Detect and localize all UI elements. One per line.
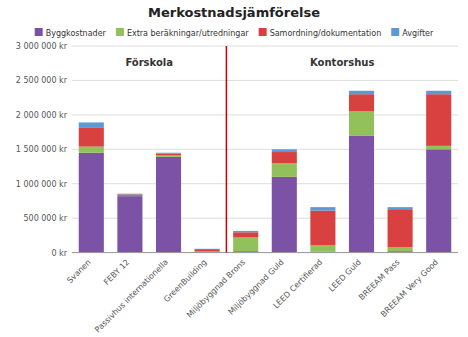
- bar-segment: [426, 94, 451, 146]
- grid-line: [72, 183, 458, 184]
- x-tick-label: FEBY 12: [102, 258, 131, 287]
- bar-segment: [117, 196, 142, 252]
- grid-line: [72, 80, 458, 81]
- divider-line: [226, 46, 228, 253]
- x-tick-label: Passivhus internationella: [93, 258, 170, 335]
- legend-item: Byggkostnader: [35, 28, 107, 38]
- x-tick-label: LEED Guld: [327, 258, 363, 294]
- x-tick-label: Svanen: [65, 258, 92, 285]
- bar-segment: [310, 245, 335, 252]
- bar-segment: [349, 94, 374, 111]
- legend-swatch: [259, 28, 267, 36]
- bar-segment: [349, 136, 374, 253]
- bar-segment: [388, 247, 413, 251]
- legend-swatch: [35, 28, 43, 36]
- legend-label: Byggkostnader: [46, 29, 107, 38]
- y-tick-label: 2 000 000 kr: [16, 111, 68, 120]
- x-axis: SvanenFEBY 12Passivhus internationellaGr…: [65, 258, 440, 335]
- bar-segment: [310, 207, 335, 210]
- title: Merkostnadsjämförelse: [148, 5, 320, 20]
- bar-segment: [272, 177, 297, 253]
- bar-segment: [195, 249, 220, 251]
- bar-segment: [233, 232, 258, 237]
- bar-segment: [388, 209, 413, 247]
- bar-segment: [117, 193, 142, 195]
- grid-line: [72, 114, 458, 115]
- bar-segment: [349, 111, 374, 135]
- bar-segment: [349, 91, 374, 94]
- legend-swatch: [391, 28, 399, 36]
- bar-segment: [426, 146, 451, 149]
- x-axis-line: [72, 252, 458, 253]
- y-tick-label: 3 000 000 kr: [16, 42, 68, 51]
- group-label: Förskola: [125, 57, 173, 68]
- y-tick-label: 500 000 kr: [23, 214, 67, 223]
- bar-segment: [310, 211, 335, 245]
- bar-segment: [156, 153, 181, 155]
- grid-line: [72, 46, 458, 47]
- bar-segment: [156, 152, 181, 154]
- bar-segment: [195, 248, 220, 249]
- bar-segment: [79, 147, 104, 153]
- bar-segment: [156, 157, 181, 253]
- y-tick-label: 2 500 000 kr: [16, 76, 68, 85]
- grid: [72, 46, 458, 253]
- legend-label: Samordning/dokumentation: [270, 29, 382, 38]
- chart: Merkostnadsjämförelse Byggkostnader Extra …: [0, 0, 468, 337]
- legend-label: Extra beräkningar/utredningar: [127, 29, 249, 38]
- group-label: Kontorshus: [310, 57, 374, 68]
- bar-segment: [79, 122, 104, 128]
- grid-line: [72, 252, 458, 253]
- bar-segment: [117, 194, 142, 195]
- y-tick-label: 1 000 000 kr: [16, 180, 68, 189]
- grid-line: [72, 149, 458, 150]
- bars: [79, 91, 451, 253]
- legend-item: Avgifter: [391, 28, 434, 38]
- annotations: Förskola Kontorshus: [125, 46, 374, 253]
- legend-swatch: [116, 28, 124, 36]
- bar-segment: [156, 155, 181, 156]
- bar-segment: [233, 237, 258, 251]
- x-tick-label: BREEAM Very Good: [379, 258, 440, 319]
- y-axis: 0 kr 500 000 kr 1 000 000 kr 1 500 000 kr 2 …: [16, 42, 68, 258]
- bar-segment: [79, 153, 104, 253]
- bar-segment: [272, 163, 297, 177]
- bar-segment: [272, 149, 297, 152]
- legend-item: Extra beräkningar/utredningar: [116, 28, 249, 38]
- bar-segment: [426, 91, 451, 94]
- legend: Byggkostnader Extra beräkningar/utredning…: [35, 28, 434, 38]
- bar-segment: [79, 128, 104, 147]
- bar-segment: [272, 152, 297, 163]
- legend-item: Samordning/dokumentation: [259, 28, 382, 38]
- legend-label: Avgifter: [402, 29, 434, 38]
- bar-segment: [117, 195, 142, 196]
- bar-segment: [388, 207, 413, 209]
- x-tick-label: LEED Certifierad: [272, 258, 325, 311]
- y-tick-label: 1 500 000 kr: [16, 145, 68, 154]
- y-tick-label: 0 kr: [51, 249, 67, 258]
- bar-segment: [426, 149, 451, 252]
- bar-segment: [233, 231, 258, 232]
